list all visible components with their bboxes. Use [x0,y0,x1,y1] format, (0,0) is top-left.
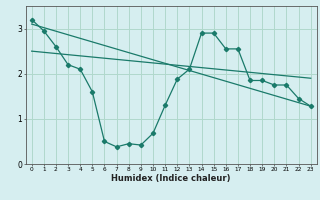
X-axis label: Humidex (Indice chaleur): Humidex (Indice chaleur) [111,174,231,183]
